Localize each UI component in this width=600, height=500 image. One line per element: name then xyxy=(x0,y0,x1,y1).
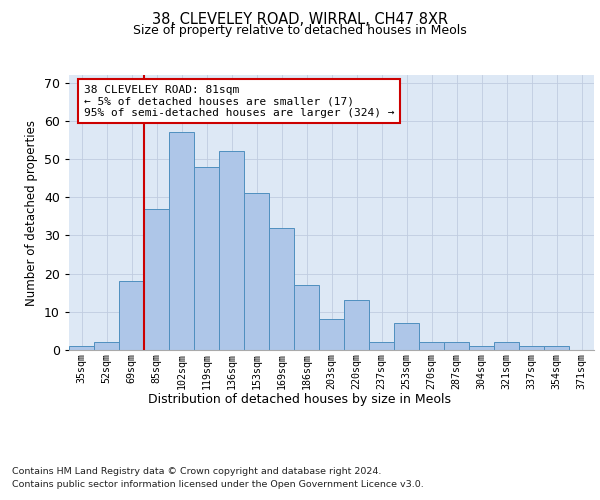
Bar xyxy=(519,346,544,350)
Bar xyxy=(194,166,219,350)
Text: Distribution of detached houses by size in Meols: Distribution of detached houses by size … xyxy=(149,392,452,406)
Bar xyxy=(419,342,444,350)
Bar xyxy=(344,300,369,350)
Bar xyxy=(469,346,494,350)
Bar xyxy=(244,194,269,350)
Bar xyxy=(144,208,169,350)
Bar xyxy=(219,152,244,350)
Bar xyxy=(269,228,294,350)
Y-axis label: Number of detached properties: Number of detached properties xyxy=(25,120,38,306)
Bar xyxy=(119,281,144,350)
Bar xyxy=(544,346,569,350)
Bar xyxy=(494,342,519,350)
Text: 38, CLEVELEY ROAD, WIRRAL, CH47 8XR: 38, CLEVELEY ROAD, WIRRAL, CH47 8XR xyxy=(152,12,448,28)
Bar xyxy=(444,342,469,350)
Text: Contains public sector information licensed under the Open Government Licence v3: Contains public sector information licen… xyxy=(12,480,424,489)
Bar xyxy=(294,285,319,350)
Bar xyxy=(169,132,194,350)
Text: 38 CLEVELEY ROAD: 81sqm
← 5% of detached houses are smaller (17)
95% of semi-det: 38 CLEVELEY ROAD: 81sqm ← 5% of detached… xyxy=(84,84,395,117)
Bar xyxy=(369,342,394,350)
Text: Contains HM Land Registry data © Crown copyright and database right 2024.: Contains HM Land Registry data © Crown c… xyxy=(12,468,382,476)
Bar xyxy=(69,346,94,350)
Bar xyxy=(94,342,119,350)
Bar xyxy=(394,324,419,350)
Text: Size of property relative to detached houses in Meols: Size of property relative to detached ho… xyxy=(133,24,467,37)
Bar xyxy=(319,320,344,350)
